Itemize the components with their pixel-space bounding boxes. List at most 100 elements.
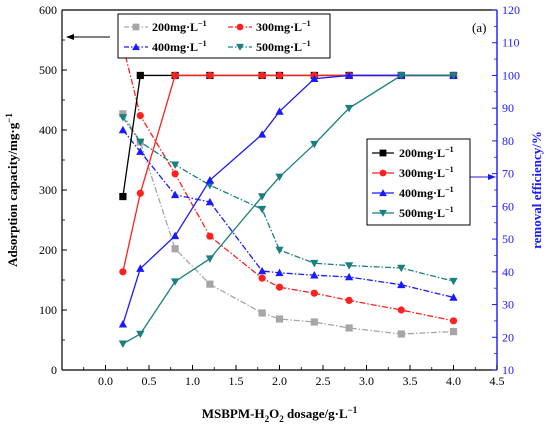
x-tick-label: 4.5: [490, 374, 505, 388]
legend-item: 200mg·L−1: [372, 145, 454, 160]
legend-label-sup: −1: [445, 205, 454, 214]
adsorption-point: [310, 289, 318, 297]
legend-label: 200mg·L−1: [152, 19, 207, 34]
legend-label: 500mg·L−1: [399, 205, 454, 220]
adsorption-point: [258, 309, 266, 317]
adsorption-point: [449, 328, 458, 336]
series-adsorption-1: [119, 41, 458, 325]
legend-item: 300mg·L−1: [372, 165, 454, 180]
legend-label-sup: −1: [445, 185, 454, 194]
y-right-tick-label: 70: [502, 167, 514, 181]
legend-label-base: 400mg·L: [399, 186, 445, 200]
legend-swatch-marker: [379, 209, 387, 217]
y-left-tick-label: 100: [39, 303, 57, 317]
x-tick-label: 4.0: [446, 374, 461, 388]
legend-item: 400mg·L−1: [124, 39, 207, 54]
series-removal-3: [118, 72, 458, 348]
series-layer: [118, 41, 458, 348]
adsorption-point: [449, 277, 458, 286]
removal-point: [206, 71, 214, 80]
y-right-tick-label: 120: [502, 3, 520, 17]
legend-label: 400mg·L−1: [152, 39, 207, 54]
adsorption-point: [119, 110, 127, 118]
x-title-sub: 2: [279, 414, 284, 424]
removal-point: [258, 71, 266, 80]
adsorption-point: [310, 259, 319, 268]
legend-label-base: 300mg·L: [256, 20, 302, 34]
removal-point: [344, 104, 354, 113]
legend-swatch-marker: [132, 43, 140, 51]
legend-label-base: 500mg·L: [399, 206, 445, 220]
removal-point: [310, 74, 319, 83]
removal-point: [119, 268, 127, 276]
removal-point: [136, 330, 145, 339]
adsorption-line: [122, 129, 454, 299]
removal-point: [275, 107, 284, 115]
x-tick-label: 0.5: [142, 374, 157, 388]
legend-label-sup: −1: [445, 145, 454, 154]
legend-label-base: 200mg·L: [152, 20, 198, 34]
x-title-part: dosage/g·L: [284, 406, 348, 421]
adsorption-point: [345, 296, 353, 304]
legend-label-sup: −1: [198, 39, 207, 48]
legend-label-base: 200mg·L: [399, 146, 445, 160]
removal-point: [118, 340, 128, 348]
x-tick-label: 2.5: [316, 374, 331, 388]
x-tick-label: 3.0: [359, 374, 374, 388]
adsorption-point: [397, 280, 406, 289]
x-title-sub: 2: [265, 414, 270, 424]
legend-item: 500mg·L−1: [372, 205, 454, 220]
adsorption-point: [449, 293, 458, 301]
x-title-part: MSBPM-H: [202, 406, 265, 421]
legend-label-sup: −1: [302, 39, 311, 48]
adsorption-point: [118, 114, 128, 122]
right-axis-arrowhead: [488, 174, 496, 180]
adsorption-point: [310, 318, 318, 326]
legend-label: 300mg·L−1: [256, 19, 311, 34]
removal-point: [275, 173, 284, 182]
x-title-part: O: [269, 406, 279, 421]
legend-swatch-marker: [236, 43, 244, 51]
legend-label: 300mg·L−1: [399, 165, 454, 180]
removal-point: [136, 71, 144, 80]
adsorption-point: [310, 271, 319, 279]
y-left-tick-label: 500: [39, 63, 57, 77]
y-right-tick-label: 50: [502, 232, 514, 246]
legend-swatch-marker: [379, 149, 387, 157]
legend-item: 500mg·L−1: [228, 39, 311, 54]
adsorption-point: [170, 190, 180, 199]
adsorption-line: [122, 117, 454, 282]
y-right-tick-label: 80: [502, 134, 514, 148]
y-right-tick-label: 90: [502, 101, 514, 115]
adsorption-point: [206, 280, 214, 288]
x-tick-label: 1.5: [229, 374, 244, 388]
legend-label-sup: −1: [198, 19, 207, 28]
tick-layer: 0.0 0.5 1.0 1.5 2.0 2.5 3.0 3.5 4.0 4.5 0 100 200 300…: [39, 3, 520, 388]
y-right-tick-label: 60: [502, 199, 514, 213]
y-left-tick-label: 400: [39, 123, 57, 137]
y-left-tick-label: 600: [39, 3, 57, 17]
adsorption-point: [136, 138, 145, 147]
y-right-tick-label: 110: [502, 36, 520, 50]
removal-point: [170, 231, 180, 240]
x-tick-label: 0.0: [98, 374, 113, 388]
adsorption-point: [275, 283, 284, 291]
removal-point: [136, 189, 144, 197]
y-right-tick-label: 10: [502, 363, 514, 377]
legend-swatch-marker: [379, 169, 387, 177]
removal-point: [205, 176, 215, 184]
x-title-sup: −1: [348, 405, 358, 415]
y-left-title-part: Adsorption capacity/mg·g: [5, 122, 20, 267]
adsorption-point: [397, 330, 405, 338]
adsorption-point: [258, 274, 266, 282]
removal-point: [257, 130, 267, 138]
removal-point: [275, 71, 284, 80]
x-tick-label: 2.0: [272, 374, 287, 388]
removal-point: [205, 255, 215, 263]
removal-point: [397, 72, 406, 80]
removal-point: [449, 72, 458, 80]
left-axis-arrowhead: [66, 34, 74, 40]
